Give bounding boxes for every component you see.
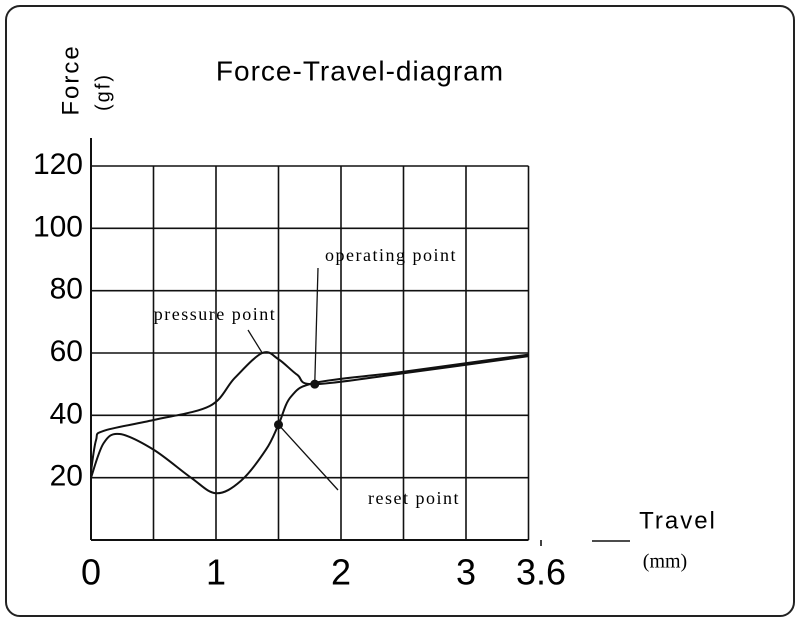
x-tick-label: 1 — [206, 552, 226, 593]
y-tick-label: 60 — [50, 335, 83, 368]
y-axis-label: Force — [57, 44, 84, 115]
annotation-leader — [314, 267, 319, 385]
x-axis-label: Travel — [639, 507, 717, 534]
x-tick-label: 3.6 — [516, 552, 566, 593]
force-curve — [90, 353, 529, 495]
annotation-leader — [278, 424, 339, 491]
x-tick-label: 2 — [331, 552, 351, 593]
x-axis-unit: (mm) — [643, 551, 687, 573]
annotation-point — [274, 420, 283, 430]
force-curve — [90, 351, 529, 472]
annotation-point — [310, 379, 320, 389]
y-tick-label: 80 — [50, 273, 83, 306]
y-tick-label: 120 — [33, 148, 83, 181]
x-tick-label: 0 — [81, 552, 101, 593]
chart-title: Force-Travel-diagram — [216, 55, 504, 86]
annotation-leader — [247, 329, 263, 354]
y-tick-label: 40 — [50, 397, 83, 430]
x-tick-label: 3 — [456, 552, 476, 593]
frame — [5, 5, 795, 617]
y-tick-label: 20 — [50, 460, 83, 493]
annotation-label: operating point — [325, 245, 457, 265]
annotation-label: pressure point — [154, 304, 276, 324]
y-axis-unit: (gf) — [92, 73, 114, 111]
y-tick-label: 100 — [33, 210, 83, 243]
annotation-label: reset point — [368, 488, 460, 508]
